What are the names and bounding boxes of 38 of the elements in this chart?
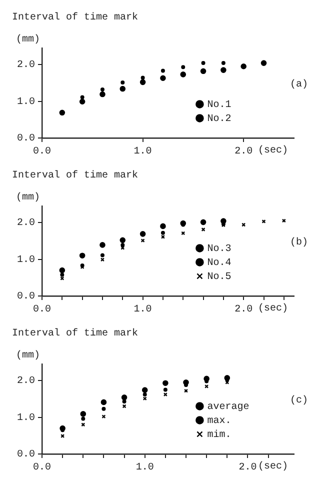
chart-title: Interval of time mark [12,12,138,24]
x-axis-title: (sec) [258,460,288,473]
x-axis-title: (sec) [258,144,288,157]
legend-label: No.3 [207,244,232,255]
x-tick-label: 2.0 [234,304,253,316]
annotation: (c) [290,394,308,407]
x-tick-label: 0.0 [32,304,52,316]
legend-label: average [207,402,250,413]
x-tick-label: 0.0 [32,146,52,158]
x-tick-label: 1.0 [136,462,154,474]
legend-label: max. [207,416,232,427]
chart-title: Interval of time mark [12,328,138,340]
y-axis-title: (mm) [16,192,40,204]
y-tick-label: 1.0 [16,412,36,424]
x-tick-label: 1.0 [134,304,152,316]
annotation: (b) [290,236,308,249]
x-axis-title: (sec) [258,302,288,315]
y-tick-label: 2.0 [16,218,36,230]
legend-label: No.4 [207,258,232,269]
x-tick-label: 0.0 [32,462,52,474]
y-tick-label: 1.0 [16,254,36,266]
y-tick-label: 1.0 [16,96,36,108]
legend-label: No.2 [207,114,232,125]
x-tick-label: 1.0 [134,146,152,158]
y-tick-label: 0.0 [16,292,36,303]
y-tick-label: 2.0 [16,60,36,72]
chart-title: Interval of time mark [12,170,138,182]
annotation: (a) [290,78,308,91]
y-axis-title: (mm) [16,34,40,46]
y-tick-label: 0.0 [16,134,36,145]
y-tick-label: 2.0 [16,376,36,388]
legend-label: No.1 [207,100,232,111]
legend-label: mim. [207,428,232,441]
y-tick-label: 0.0 [16,450,36,461]
x-tick-label: 2.0 [238,462,257,474]
x-tick-label: 2.0 [234,146,253,158]
y-axis-title: (mm) [16,350,40,362]
legend-label: No.5 [207,272,232,283]
